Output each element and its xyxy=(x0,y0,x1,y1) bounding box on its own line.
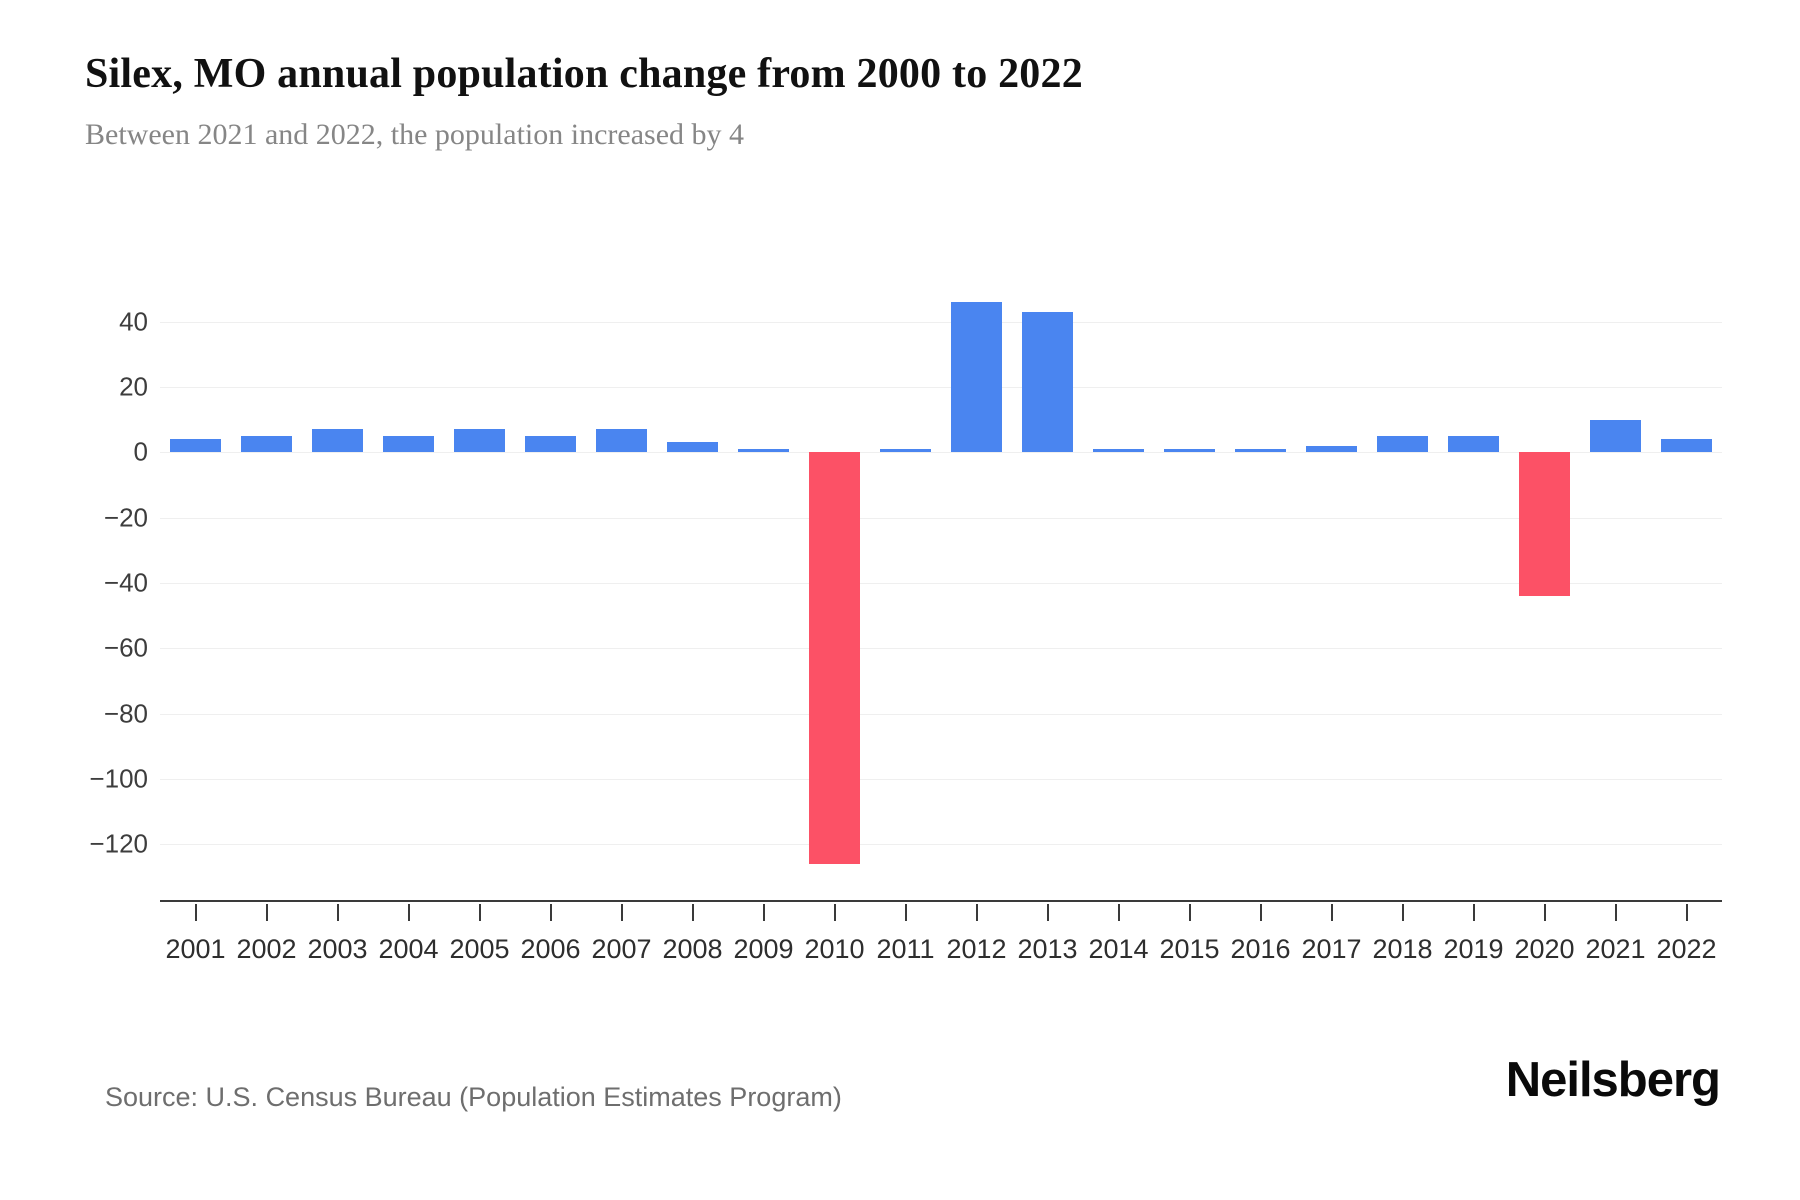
x-tick xyxy=(762,904,765,921)
gridline xyxy=(160,713,1722,715)
x-tick xyxy=(336,904,339,921)
x-tick xyxy=(478,904,481,921)
bar-2022[interactable] xyxy=(1660,439,1713,453)
x-tick xyxy=(1472,904,1475,921)
gridline xyxy=(160,452,1722,454)
bar-2003[interactable] xyxy=(311,429,364,453)
bar-2011[interactable] xyxy=(879,448,932,453)
x-tick-label: 2022 xyxy=(1656,934,1717,964)
x-tick xyxy=(975,904,978,921)
x-tick xyxy=(1685,904,1688,921)
x-tick-label: 2016 xyxy=(1230,934,1291,964)
x-tick xyxy=(904,904,907,921)
x-tick-label: 2017 xyxy=(1301,934,1362,964)
x-tick-label: 2003 xyxy=(307,934,368,964)
bar-2013[interactable] xyxy=(1021,311,1074,453)
bar-2009[interactable] xyxy=(737,448,790,453)
x-tick xyxy=(194,904,197,921)
bar-2020[interactable] xyxy=(1518,452,1571,597)
x-tick-label: 2002 xyxy=(236,934,297,964)
y-tick-label: −20 xyxy=(103,502,148,533)
gridline xyxy=(160,517,1722,519)
x-tick-label: 2004 xyxy=(378,934,439,964)
bar-2015[interactable] xyxy=(1163,448,1216,453)
x-tick xyxy=(1614,904,1617,921)
x-tick-label: 2020 xyxy=(1514,934,1575,964)
bar-2004[interactable] xyxy=(382,435,435,453)
y-tick-label: 0 xyxy=(133,436,148,467)
bar-2014[interactable] xyxy=(1092,448,1145,453)
gridline xyxy=(160,582,1722,584)
x-tick xyxy=(1401,904,1404,921)
plot-area xyxy=(160,230,1722,900)
brand-logo: Neilsberg xyxy=(1505,1053,1721,1107)
x-tick-label: 2005 xyxy=(449,934,510,964)
bar-2008[interactable] xyxy=(666,442,719,453)
y-tick-label: 40 xyxy=(119,306,148,336)
x-axis: 2001 2002 2003 2004 2005 2006 2007 2008 2009 2010… xyxy=(160,900,1722,964)
x-tick xyxy=(1046,904,1049,921)
x-tick xyxy=(549,904,552,921)
y-tick-label: 20 xyxy=(119,371,148,402)
bar-2017[interactable] xyxy=(1305,445,1358,453)
x-tick xyxy=(265,904,268,921)
x-tick-label: 2021 xyxy=(1585,934,1646,964)
bar-2012[interactable] xyxy=(950,301,1003,453)
y-tick-label: −80 xyxy=(103,698,148,729)
x-tick-label: 2007 xyxy=(591,934,652,964)
x-tick-label: 2011 xyxy=(876,934,935,964)
y-tick-label: −60 xyxy=(103,632,148,663)
x-tick-label: 2018 xyxy=(1372,934,1433,964)
x-tick xyxy=(620,904,623,921)
x-tick xyxy=(407,904,410,921)
bar-2006[interactable] xyxy=(524,435,577,453)
x-tick xyxy=(1117,904,1120,921)
x-tick xyxy=(1188,904,1191,921)
x-tick-label: 2012 xyxy=(946,934,1007,964)
bar-2002[interactable] xyxy=(240,435,293,453)
bar-2016[interactable] xyxy=(1234,448,1287,453)
x-tick-label: 2014 xyxy=(1088,934,1149,964)
x-tick-label: 2006 xyxy=(520,934,581,964)
source-note: Source: U.S. Census Bureau (Population E… xyxy=(105,1082,842,1112)
bar-2001[interactable] xyxy=(169,439,222,453)
x-tick-label: 2008 xyxy=(662,934,723,964)
gridline xyxy=(160,844,1722,846)
bar-2018[interactable] xyxy=(1376,435,1429,453)
gridline xyxy=(160,386,1722,388)
y-tick-label: −100 xyxy=(89,763,148,794)
x-tick-label: 2019 xyxy=(1443,934,1504,964)
gridline xyxy=(160,321,1722,323)
x-tick-label: 2001 xyxy=(165,934,226,964)
bar-2010[interactable] xyxy=(808,452,861,865)
x-tick xyxy=(1330,904,1333,921)
x-tick xyxy=(833,904,836,921)
x-tick xyxy=(1543,904,1546,921)
x-tick xyxy=(1259,904,1262,921)
x-tick-label: 2013 xyxy=(1017,934,1078,964)
gridline xyxy=(160,648,1722,650)
gridline xyxy=(160,779,1722,781)
x-tick-label: 2010 xyxy=(804,934,865,964)
x-tick-label: 2009 xyxy=(733,934,794,964)
y-axis-labels: 40 20 0 −20 −40 −60 −80 −100 −120 xyxy=(0,230,148,900)
bar-2019[interactable] xyxy=(1447,435,1500,453)
bar-2021[interactable] xyxy=(1589,419,1642,453)
chart-subtitle: Between 2021 and 2022, the population in… xyxy=(85,118,745,151)
x-tick-label: 2015 xyxy=(1159,934,1220,964)
x-tick xyxy=(691,904,694,921)
bar-2005[interactable] xyxy=(453,429,506,453)
bar-2007[interactable] xyxy=(595,429,648,453)
y-tick-label: −40 xyxy=(103,567,148,598)
y-tick-label: −120 xyxy=(89,828,148,859)
chart-title: Silex, MO annual population change from … xyxy=(85,51,1083,97)
